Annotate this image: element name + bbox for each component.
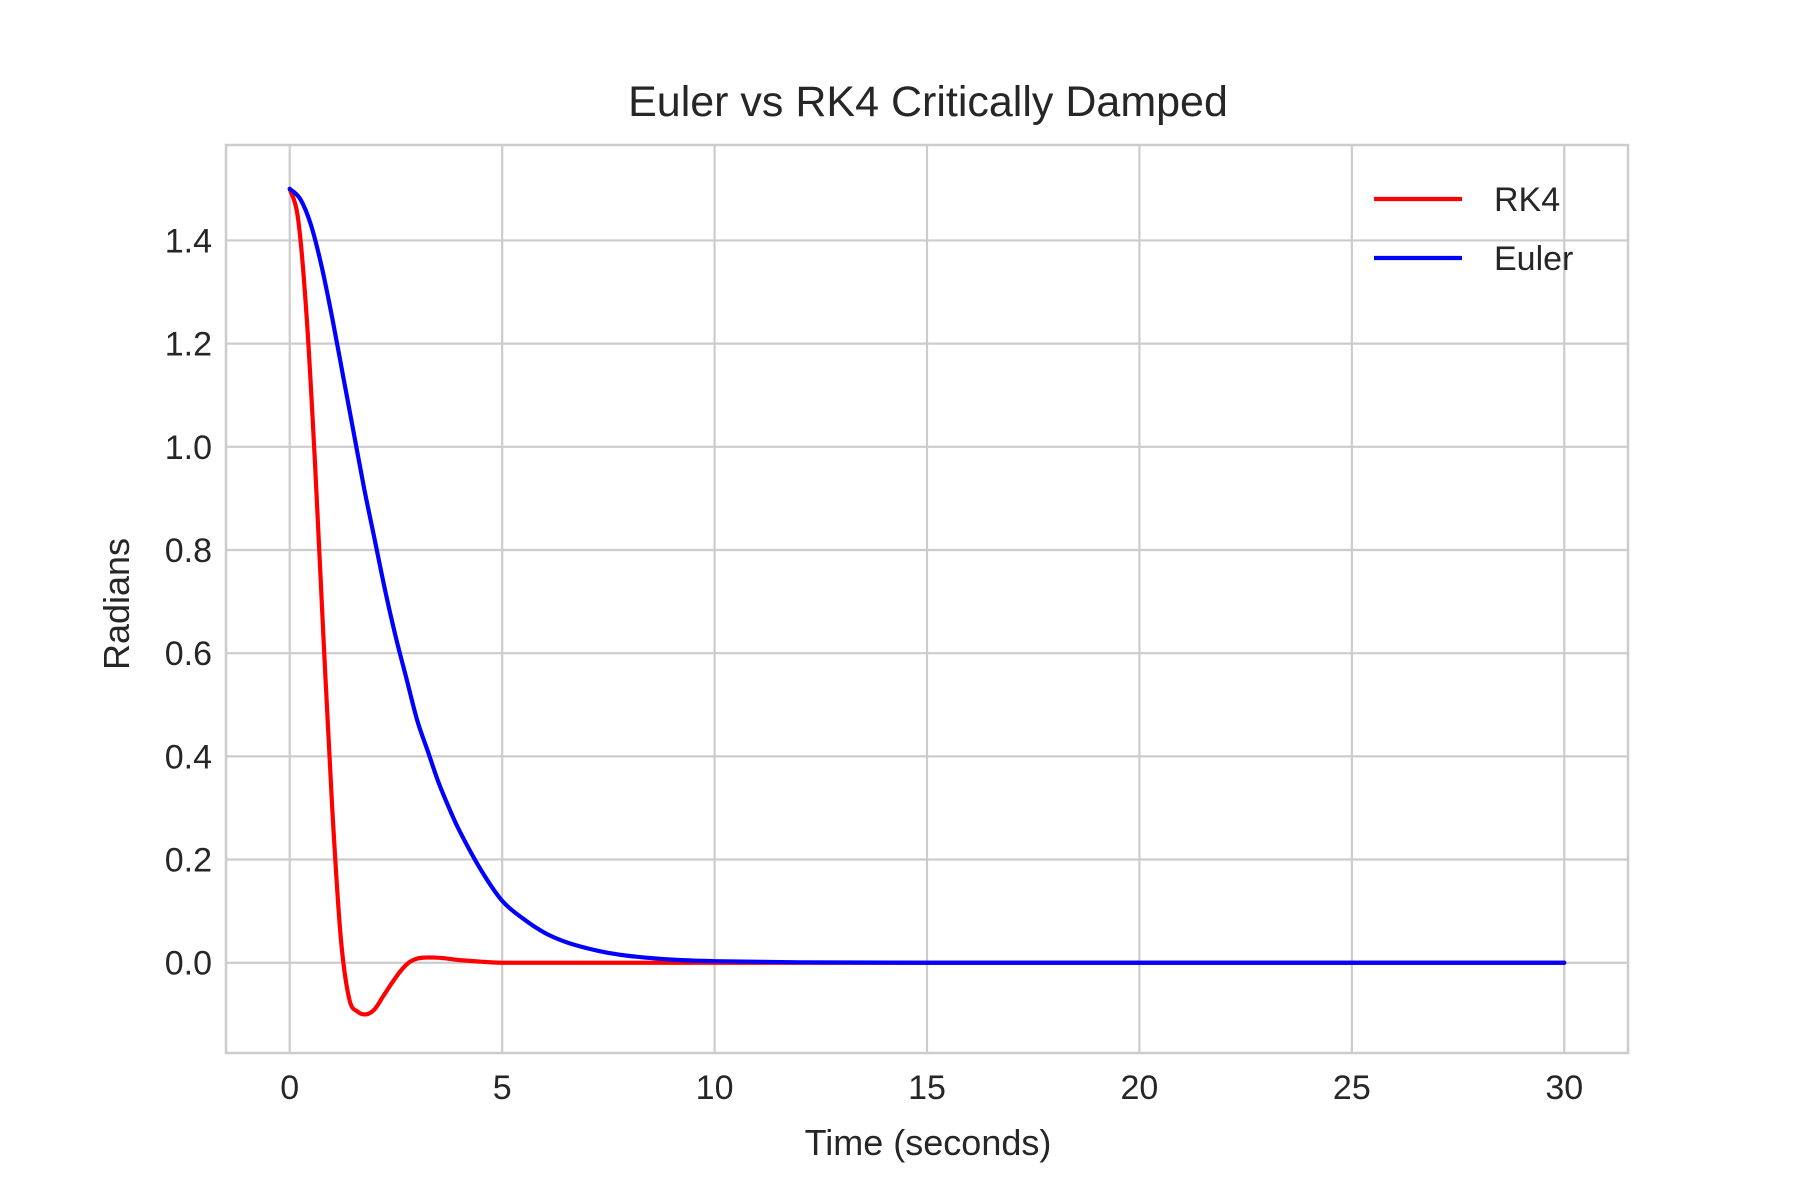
x-tick-label: 5 [493, 1069, 512, 1107]
y-tick-label: 0.2 [165, 842, 212, 880]
x-axis-label: Time (seconds) [805, 1122, 1052, 1163]
y-tick-label: 0.6 [165, 635, 212, 673]
legend-label-rk4: RK4 [1494, 181, 1560, 219]
x-tick-label: 0 [280, 1069, 299, 1107]
plot-area [224, 143, 1630, 1055]
x-tick-label: 20 [1121, 1069, 1159, 1107]
x-tick-label: 10 [696, 1069, 734, 1107]
y-tick-label: 1.4 [165, 222, 212, 260]
grid-lines [226, 145, 1628, 1053]
series-line-euler [287, 186, 1567, 965]
data-series [287, 186, 1567, 1017]
plot-frame [224, 143, 1630, 1055]
y-tick-label: 0.8 [165, 532, 212, 570]
y-tick-label: 0.4 [165, 738, 212, 776]
x-tick-label: 15 [908, 1069, 946, 1107]
y-tick-label: 0.0 [165, 945, 212, 983]
x-tick-label: 30 [1545, 1069, 1583, 1107]
y-tick-labels: 0.0 0.2 0.4 0.6 0.8 1.0 1.2 1.4 [165, 222, 212, 982]
y-tick-label: 1.2 [165, 326, 212, 364]
y-tick-label: 1.0 [165, 429, 212, 467]
x-tick-label: 25 [1333, 1069, 1371, 1107]
legend: RK4 Euler [1374, 181, 1573, 278]
x-tick-labels: 0 5 10 15 20 25 30 [280, 1069, 1583, 1107]
y-axis-label: Radians [96, 538, 137, 670]
chart-title: Euler vs RK4 Critically Damped [628, 78, 1228, 126]
legend-label-euler: Euler [1494, 240, 1573, 278]
